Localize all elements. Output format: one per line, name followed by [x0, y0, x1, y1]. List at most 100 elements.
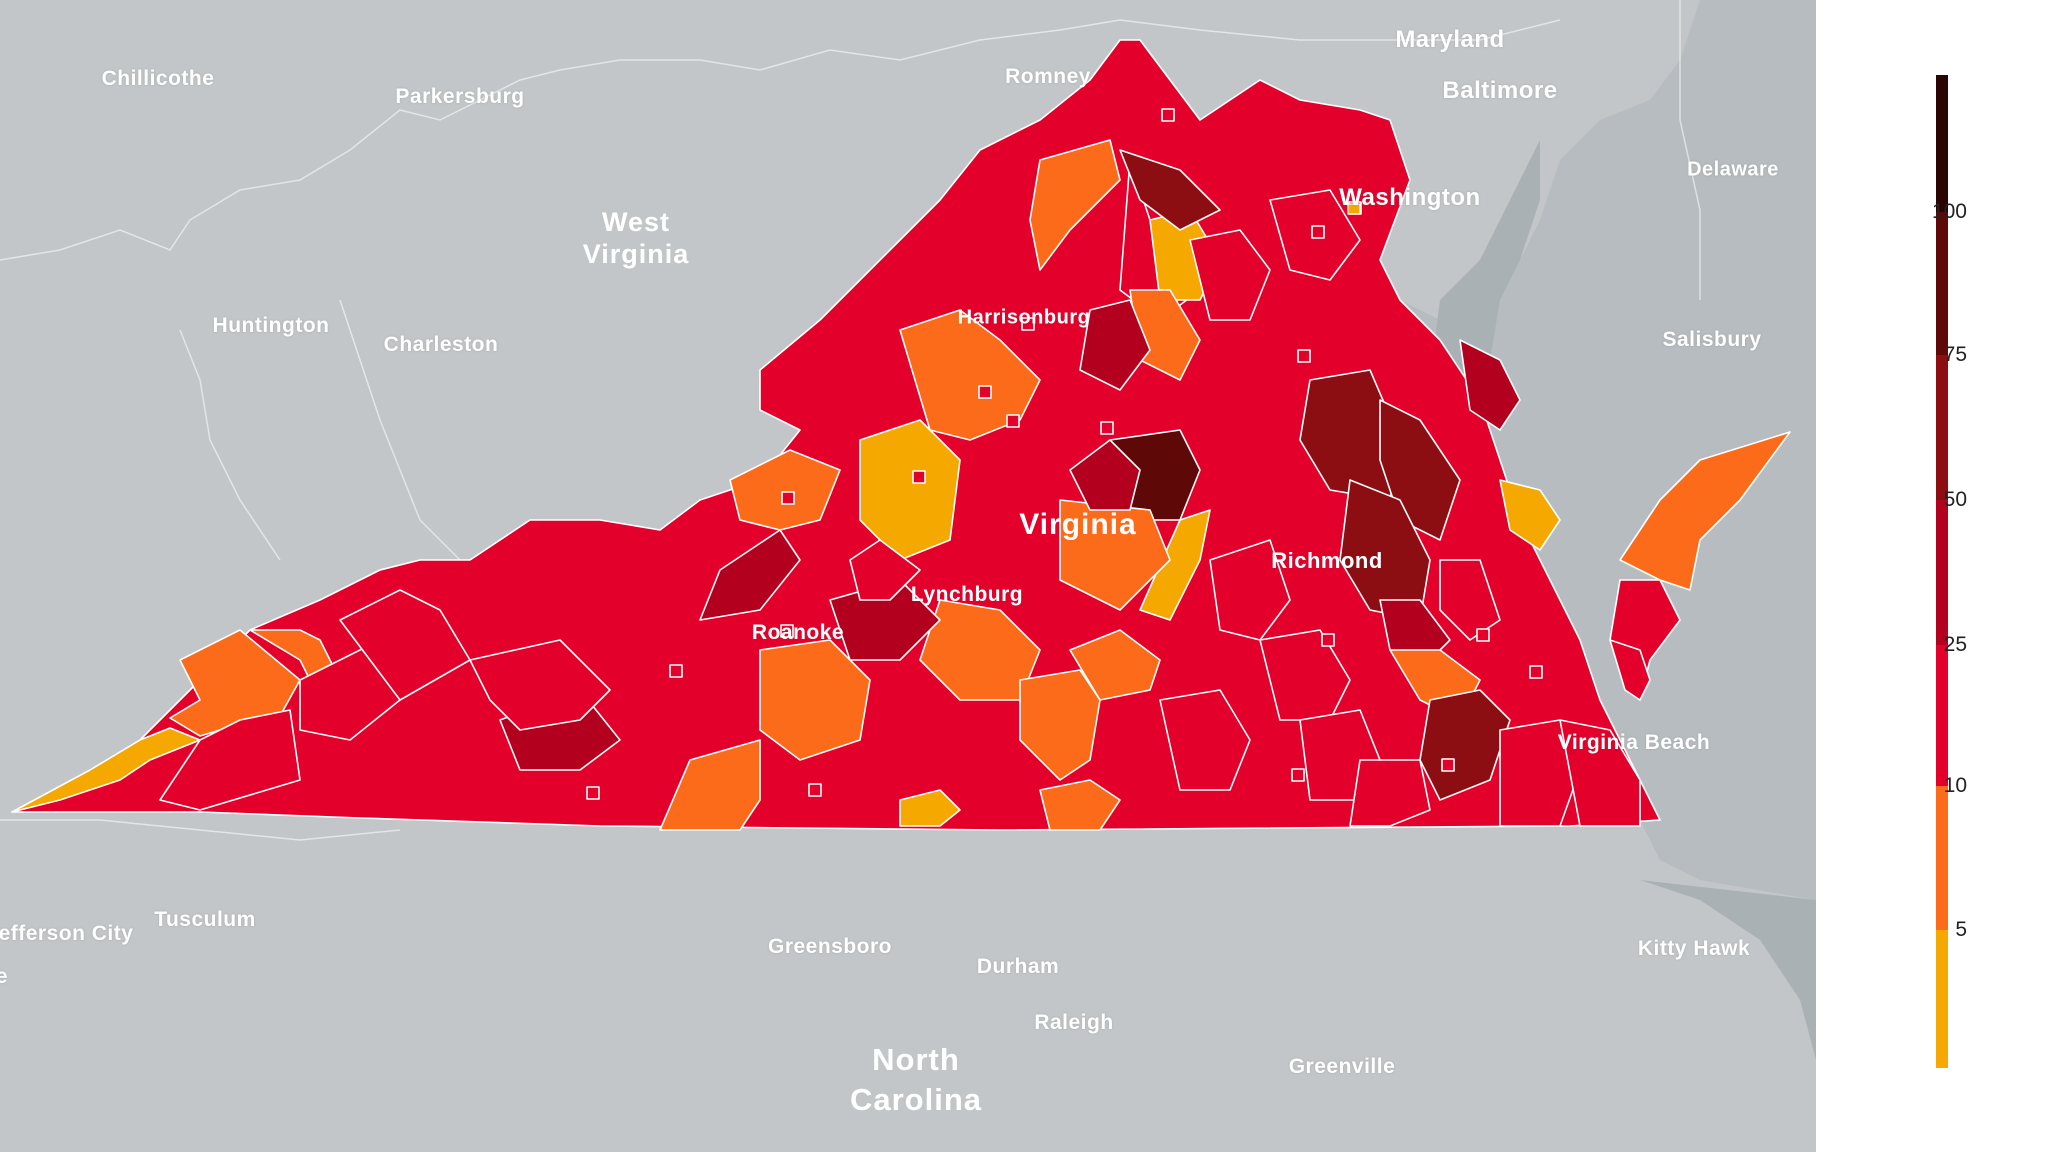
independent-city-region[interactable]: [1529, 665, 1543, 679]
independent-city-region[interactable]: [912, 470, 926, 484]
independent-city-region[interactable]: [586, 786, 600, 800]
independent-city-region[interactable]: [1476, 628, 1490, 642]
county-region[interactable]: [1059, 499, 1171, 611]
city-label-lynchburg: Lynchburg: [910, 583, 1024, 606]
ocean-shade: [1370, 0, 1816, 900]
county-region[interactable]: [1499, 479, 1561, 551]
state-label-north-carolina: North Carolina: [850, 1040, 982, 1120]
legend-bin: [1936, 786, 1948, 930]
city-label-roanoke: Roanoke: [751, 621, 845, 644]
city-label-jefferson-city: efferson City: [0, 922, 134, 945]
county-region[interactable]: [759, 639, 871, 761]
independent-city-region[interactable]: [669, 664, 683, 678]
state-label-maryland: Maryland: [1395, 26, 1504, 54]
county-region[interactable]: [1209, 539, 1291, 641]
independent-city-region[interactable]: [1006, 414, 1020, 428]
pamlico-sound: [1640, 880, 1816, 1060]
county-region[interactable]: [1159, 689, 1251, 791]
legend-bin: [1936, 75, 1948, 212]
city-label-romney: Romney: [1005, 65, 1091, 88]
county-region[interactable]: [659, 739, 761, 831]
county-region[interactable]: [1349, 759, 1431, 827]
county-region[interactable]: [849, 539, 921, 601]
county-polygons[interactable]: [11, 39, 1791, 831]
county-region[interactable]: [899, 789, 961, 827]
county-region[interactable]: [1609, 639, 1651, 701]
county-region[interactable]: [899, 309, 1041, 441]
legend-tick-10: 10: [1943, 774, 1967, 797]
county-region[interactable]: [699, 529, 801, 621]
state-label-line: Virginia: [1019, 508, 1137, 541]
county-region[interactable]: [1139, 509, 1211, 621]
state-label-line: Delaware: [1687, 158, 1779, 181]
county-region[interactable]: [159, 709, 301, 811]
state-label-delaware: Delaware: [1687, 159, 1779, 182]
county-region[interactable]: [1189, 229, 1271, 321]
independent-city-region[interactable]: [1100, 421, 1114, 435]
city-label-greensboro: Greensboro: [767, 935, 893, 958]
legend-tick-5: 5: [1955, 918, 1967, 941]
state-label-line: Carolina: [849, 1082, 983, 1117]
city-label-chillicothe: Chillicothe: [101, 67, 215, 90]
state-label-virginia: Virginia: [1019, 509, 1136, 541]
county-region[interactable]: [1019, 669, 1101, 781]
legend-tick-25: 25: [1943, 633, 1967, 656]
independent-city-region[interactable]: [781, 491, 795, 505]
map-panel[interactable]: West Virginia Virginia North Carolina Ma…: [0, 0, 1816, 1152]
legend-tick-75: 75: [1943, 343, 1967, 366]
city-label-washington: Washington: [1339, 184, 1481, 211]
state-label-line: Virginia: [582, 239, 690, 269]
state-label-west-virginia: West Virginia: [583, 206, 690, 270]
city-label-salisbury: Salisbury: [1662, 328, 1762, 351]
independent-city-region[interactable]: [808, 783, 822, 797]
legend-tick-100: 100: [1931, 200, 1967, 223]
county-region[interactable]: [339, 589, 471, 701]
color-scale-bar: [1936, 75, 1948, 1068]
independent-city-region[interactable]: [1161, 108, 1175, 122]
county-region[interactable]: [1499, 719, 1581, 827]
city-label-greenville: Greenville: [1288, 1055, 1396, 1078]
city-label-tusculum: Tusculum: [154, 908, 256, 931]
county-region[interactable]: [1039, 779, 1121, 831]
city-label-huntington: Huntington: [212, 314, 330, 337]
city-label-raleigh: Raleigh: [1034, 1011, 1114, 1034]
state-label-line: West: [601, 207, 671, 237]
independent-city-region[interactable]: [780, 624, 794, 638]
choropleth-map[interactable]: [0, 0, 1816, 1152]
county-region[interactable]: [1259, 629, 1351, 721]
county-region[interactable]: [1619, 431, 1791, 591]
county-region[interactable]: [469, 639, 611, 731]
legend-panel: 100 75 50 25 10 5: [1816, 0, 2048, 1152]
independent-city-region[interactable]: [978, 385, 992, 399]
independent-city-region[interactable]: [1021, 317, 1035, 331]
county-region[interactable]: [1459, 339, 1521, 431]
county-region[interactable]: [1119, 149, 1221, 231]
independent-city-region[interactable]: [1321, 633, 1335, 647]
legend-bin: [1936, 500, 1948, 645]
city-label-virginia-beach: Virginia Beach: [1557, 731, 1711, 754]
legend-bin: [1936, 930, 1948, 1068]
legend-bin: [1936, 212, 1948, 355]
county-region[interactable]: [1029, 139, 1121, 271]
city-label-durham: Durham: [976, 955, 1060, 978]
county-region[interactable]: [1069, 439, 1141, 511]
legend-bin: [1936, 645, 1948, 786]
legend-bin: [1936, 355, 1948, 500]
city-label-fragment: e: [0, 965, 9, 988]
state-label-line: North: [872, 1042, 960, 1077]
county-region[interactable]: [729, 449, 841, 531]
independent-city-region[interactable]: [1311, 225, 1325, 239]
city-label-richmond: Richmond: [1271, 548, 1383, 573]
independent-city-region[interactable]: [1297, 349, 1311, 363]
state-borders: [0, 0, 1701, 841]
county-region[interactable]: [1559, 719, 1641, 827]
county-region[interactable]: [859, 419, 961, 561]
independent-city-region[interactable]: [1291, 768, 1305, 782]
city-label-charleston: Charleston: [383, 333, 499, 356]
independent-city-region[interactable]: [1441, 758, 1455, 772]
state-label-line: Maryland: [1395, 26, 1505, 53]
county-region[interactable]: [1079, 299, 1151, 391]
city-label-baltimore: Baltimore: [1442, 77, 1558, 104]
independent-city-region[interactable]: [1347, 203, 1361, 215]
